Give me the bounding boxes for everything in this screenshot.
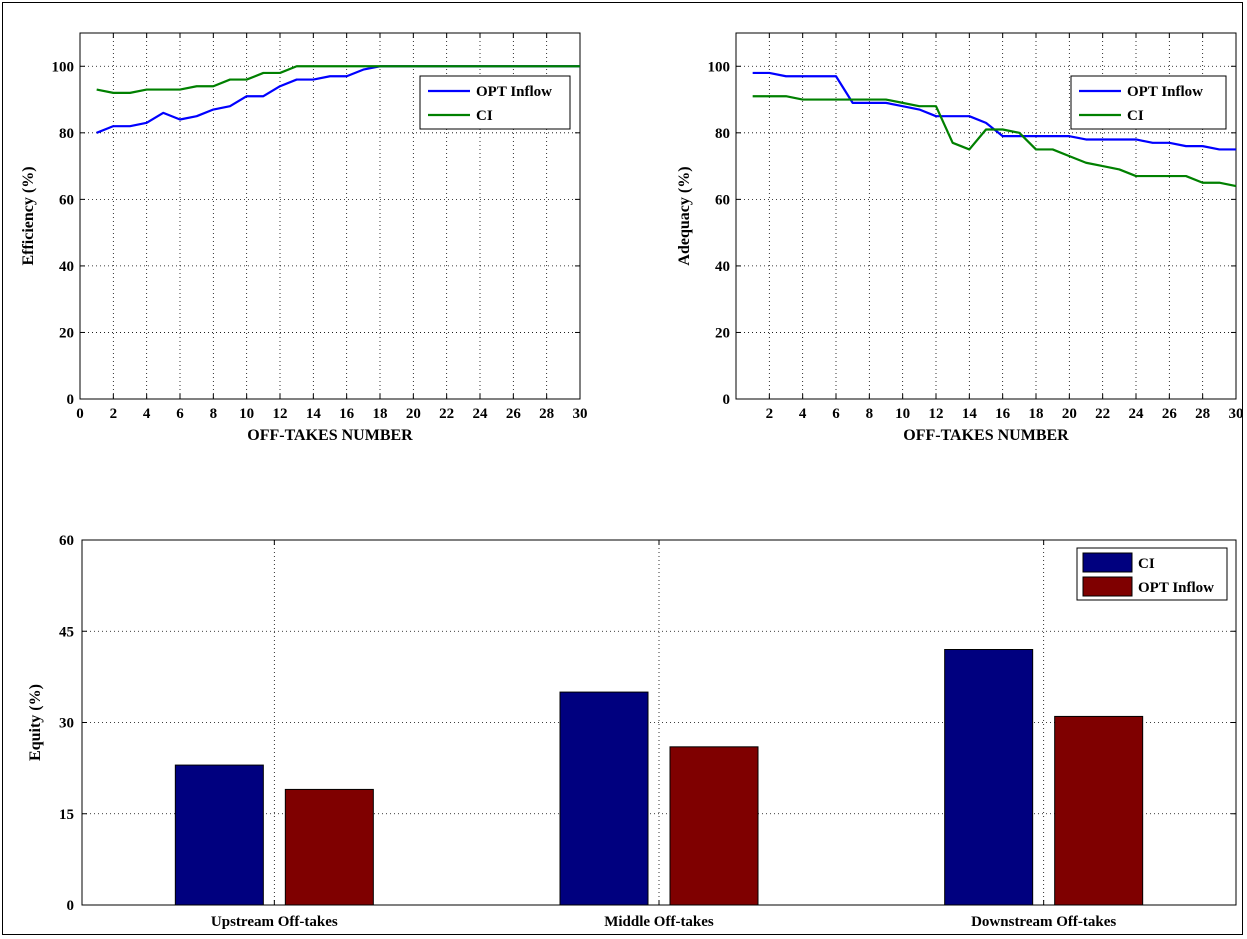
chart1-ytick-label: 20 <box>715 325 730 341</box>
chart1-legend-label-1: CI <box>1127 108 1144 124</box>
chart1-xtick-label: 22 <box>1095 406 1110 422</box>
figure-canvas: 0 2 4 6 8 10 12 14 16 18 20 22 24 26 28 30020406080100O… <box>20 32 1244 930</box>
chart0-xtick-label: 0 <box>76 406 84 422</box>
chart0-series-line-1 <box>96 65 580 94</box>
chart0-xtick-label: 30 <box>573 406 588 422</box>
chart1-plot-area <box>735 32 1237 400</box>
chart1-legend <box>1070 75 1227 130</box>
chart2-legend-swatch-1 <box>1082 576 1133 597</box>
chart2-category-label: Downstream Off-takes <box>971 914 1116 930</box>
chart2-ytick-label: 45 <box>59 624 74 640</box>
chart2-bar-opt-inflow-2 <box>1054 715 1144 906</box>
chart2-legend-label-0: CI <box>1138 556 1155 572</box>
chart1-ytick-label: 60 <box>715 192 730 208</box>
chart2-bar-ci-1 <box>559 691 649 906</box>
chart0-ytick-label: 20 <box>59 325 74 341</box>
chart0-ytick-label: 40 <box>59 259 74 275</box>
chart1-xtick-label: 30 <box>1229 406 1244 422</box>
chart1-series-line-1 <box>752 95 1237 188</box>
chart1-ytick-label: 40 <box>715 259 730 275</box>
chart2-bar-opt-inflow-0 <box>284 788 374 906</box>
chart1-xtick-label: 26 <box>1162 406 1178 422</box>
chart0-xtick-label: 12 <box>273 406 288 422</box>
chart0-x-axis-title: OFF-TAKES NUMBER <box>247 427 413 444</box>
chart1-xtick-label: 12 <box>929 406 944 422</box>
chart2-bar-ci-0 <box>174 764 264 906</box>
chart1-x-axis-title: OFF-TAKES NUMBER <box>903 427 1069 444</box>
chart0-xtick-label: 20 <box>406 406 421 422</box>
chart0-xtick-label: 8 <box>210 406 218 422</box>
chart0-xtick-label: 4 <box>143 406 151 422</box>
chart2-bar-opt-inflow-1 <box>669 746 759 906</box>
chart1-xtick-label: 18 <box>1029 406 1044 422</box>
chart2-category-label: Upstream Off-takes <box>211 914 338 930</box>
chart2-ytick-label: 60 <box>59 533 74 549</box>
chart0-ytick-label: 0 <box>67 392 75 408</box>
chart0-xtick-label: 28 <box>539 406 554 422</box>
chart0-xtick-label: 6 <box>176 406 184 422</box>
chart1-xtick-label: 10 <box>895 406 910 422</box>
chart1-xtick-label: 6 <box>832 406 840 422</box>
chart2-ytick-label: 0 <box>67 898 75 914</box>
chart0-xtick-label: 16 <box>339 406 355 422</box>
chart2-category-label: Middle Off-takes <box>604 914 714 930</box>
chart0-legend <box>419 75 571 130</box>
chart2-legend-label-1: OPT Inflow <box>1138 580 1214 596</box>
chart1-xtick-label: 2 <box>766 406 774 422</box>
chart2-bar-ci-2 <box>944 649 1034 906</box>
chart1-y-axis-title: Adequacy (%) <box>676 166 693 265</box>
chart0-legend-label-1: CI <box>476 108 493 124</box>
chart1-xtick-label: 20 <box>1062 406 1077 422</box>
chart1-xtick-label: 24 <box>1129 406 1145 422</box>
chart0-plot-area <box>79 32 581 400</box>
chart0-xtick-label: 10 <box>239 406 254 422</box>
chart0-xtick-label: 18 <box>373 406 388 422</box>
chart1-xtick-label: 16 <box>995 406 1011 422</box>
chart0-xtick-label: 2 <box>110 406 118 422</box>
chart0-xtick-label: 26 <box>506 406 522 422</box>
chart1-ytick-label: 80 <box>715 126 730 142</box>
chart1-xtick-label: 14 <box>962 406 978 422</box>
chart0-legend-label-0: OPT Inflow <box>476 84 552 100</box>
chart1-legend-label-0: OPT Inflow <box>1127 84 1203 100</box>
chart1-ytick-label: 0 <box>723 392 731 408</box>
chart0-ytick-label: 60 <box>59 192 74 208</box>
chart2-ytick-label: 30 <box>59 716 74 732</box>
chart1-xtick-label: 4 <box>799 406 807 422</box>
chart0-ytick-label: 100 <box>52 59 75 75</box>
chart1-ytick-label: 100 <box>708 59 731 75</box>
chart2-legend-swatch-0 <box>1082 552 1133 573</box>
chart0-xtick-label: 22 <box>439 406 454 422</box>
chart1-xtick-label: 28 <box>1195 406 1210 422</box>
chart0-xtick-label: 14 <box>306 406 322 422</box>
chart0-ytick-label: 80 <box>59 126 74 142</box>
chart2-ytick-label: 15 <box>59 807 74 823</box>
chart0-xtick-label: 24 <box>473 406 489 422</box>
chart0-y-axis-title: Efficiency (%) <box>20 166 37 265</box>
chart1-xtick-label: 8 <box>866 406 874 422</box>
chart2-y-axis-title: Equity (%) <box>27 684 44 761</box>
